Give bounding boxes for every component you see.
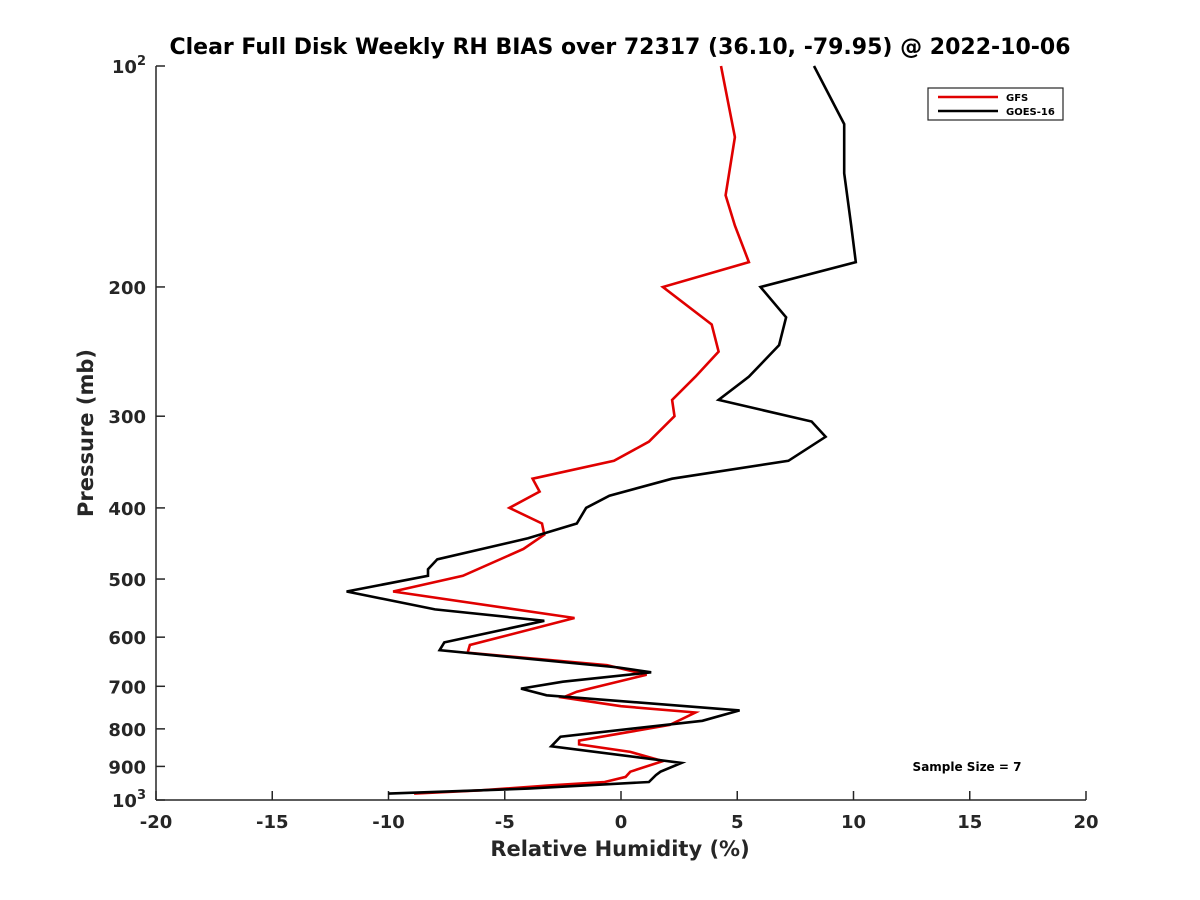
- x-axis-ticks: -20 -15 -10 -5 0 5 10 15 20: [140, 791, 1099, 833]
- legend-box: [927, 87, 1064, 121]
- y-tick-label: 300: [108, 407, 146, 428]
- sample-size-annotation: Sample Size = 7: [913, 760, 1022, 774]
- y-axis-ticks: 102 200 300 400 500 600 700 800 900 103: [108, 54, 165, 812]
- x-tick-label: 20: [1073, 812, 1098, 833]
- x-tick-label: -20: [140, 812, 173, 833]
- x-tick-label: 15: [957, 812, 982, 833]
- x-tick-label: -5: [495, 812, 515, 833]
- y-tick-label: 900: [108, 757, 146, 778]
- x-tick-label: 10: [841, 812, 866, 833]
- x-tick-label: -10: [372, 812, 405, 833]
- x-axis-label: Relative Humidity (%): [490, 837, 749, 861]
- series-line-gfs: [392, 65, 751, 795]
- y-tick-label: 103: [112, 788, 146, 812]
- y-tick-label: 800: [108, 720, 146, 741]
- legend: GFS GOES-16: [927, 87, 1064, 121]
- y-axis-label: Pressure (mb): [74, 349, 98, 517]
- legend-label: GFS: [1006, 93, 1028, 104]
- plot-axes: [155, 66, 1086, 801]
- legend-label: GOES-16: [1006, 107, 1055, 118]
- y-tick-label: 200: [108, 278, 146, 299]
- y-tick-label: 500: [108, 570, 146, 591]
- series-line-goes-16: [346, 65, 858, 795]
- y-tick-label: 102: [112, 54, 146, 78]
- y-tick-label: 700: [108, 677, 146, 698]
- series-layer: [346, 65, 858, 795]
- y-tick-label: 600: [108, 628, 146, 649]
- x-tick-label: 5: [731, 812, 744, 833]
- x-tick-label: 0: [615, 812, 628, 833]
- x-tick-label: -15: [256, 812, 289, 833]
- y-tick-label: 400: [108, 499, 146, 520]
- chart-title: Clear Full Disk Weekly RH BIAS over 7231…: [169, 35, 1070, 60]
